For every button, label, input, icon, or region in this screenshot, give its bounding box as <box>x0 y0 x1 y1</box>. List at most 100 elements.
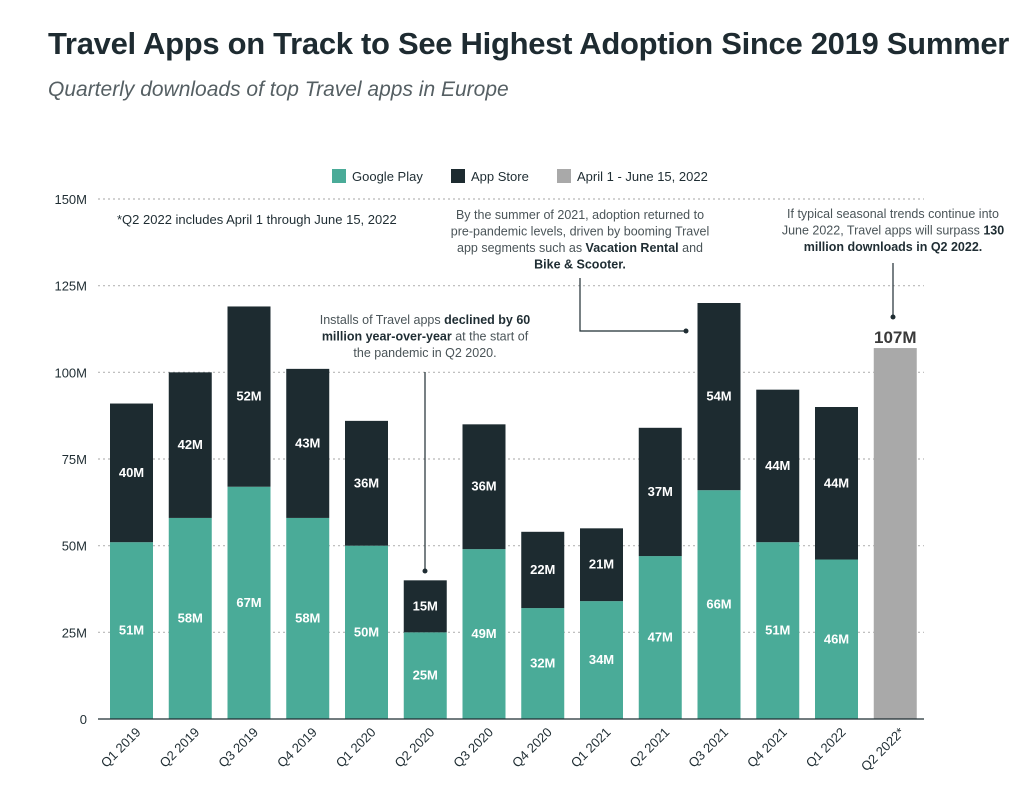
x-tick-label: Q2 2021 <box>626 725 672 771</box>
annotation-run: pre-pandemic levels, driven by booming T… <box>451 225 709 239</box>
data-label-google-play: 66M <box>706 597 731 612</box>
annotation-line: pre-pandemic levels, driven by booming T… <box>451 225 709 239</box>
footnote: *Q2 2022 includes April 1 through June 1… <box>117 212 397 227</box>
data-label-app-store: 15M <box>413 598 438 613</box>
data-label-app-store: 37M <box>648 484 673 499</box>
annotation-run: million year-over-year <box>322 330 452 344</box>
bar-google-play <box>403 632 447 719</box>
annotation-seasonal: If typical seasonal trends continue into… <box>782 207 1004 254</box>
bar-app-store <box>345 420 388 546</box>
data-label-google-play: 25M <box>413 668 438 683</box>
annotation-run: Installs of Travel apps <box>320 313 444 327</box>
data-label-app-store: 22M <box>530 562 555 577</box>
x-tick-label: Q4 2021 <box>744 725 790 771</box>
legend-label: April 1 - June 15, 2022 <box>577 169 708 184</box>
data-label-app-store: 54M <box>706 389 731 404</box>
annotation-line: app segments such as Vacation Rental and <box>457 241 703 255</box>
y-tick-label: 75M <box>62 452 87 467</box>
data-label-app-store: 44M <box>765 458 790 473</box>
legend-swatch <box>451 169 465 183</box>
bar-google-play <box>697 490 741 719</box>
annotation-run: app segments such as <box>457 241 586 255</box>
data-label-app-store: 43M <box>295 435 320 450</box>
bar-app-store <box>286 368 330 518</box>
bar-app-store <box>227 306 271 487</box>
annotation-run: at the start of <box>452 330 529 344</box>
bar-app-store <box>462 424 506 550</box>
data-label-google-play: 51M <box>765 623 790 638</box>
data-label-app-store: 52M <box>236 389 261 404</box>
annotation-run: By the summer of 2021, adoption returned… <box>456 208 704 222</box>
x-tick-label: Q3 2019 <box>215 725 261 771</box>
data-label-google-play: 50M <box>354 624 379 639</box>
bar-google-play <box>345 545 388 719</box>
annotation-line: By the summer of 2021, adoption returned… <box>456 208 704 222</box>
annotation-line: Bike & Scooter. <box>534 258 626 272</box>
legend-swatch <box>332 169 346 183</box>
x-tick-label: Q1 2019 <box>98 725 144 771</box>
x-tick-label: Q4 2020 <box>509 725 555 771</box>
bar-google-play <box>756 542 800 719</box>
data-label-google-play: 46M <box>824 631 849 646</box>
bar-app-store <box>168 372 212 518</box>
bar-google-play <box>580 601 623 719</box>
y-tick-label: 125M <box>54 279 87 294</box>
bar-app-store <box>580 528 623 602</box>
bars: 51M 40M 58M 42M 67M 52M 58M 43M 50M 36M 25M 15M 49M 3… <box>110 303 917 719</box>
data-label-app-store: 36M <box>471 479 496 494</box>
legend-swatch <box>557 169 571 183</box>
annotation-dot-decline <box>422 568 428 574</box>
legend: Google Play App Store April 1 - June 15, 2… <box>332 169 708 184</box>
bar-google-play <box>110 542 153 719</box>
y-tick-label: 150M <box>54 192 87 207</box>
x-tick-label: Q1 2020 <box>333 725 379 771</box>
data-label-google-play: 32M <box>530 656 555 671</box>
annotation-run: and <box>679 241 703 255</box>
annotation-dot-seasonal <box>890 314 896 320</box>
bar-google-play <box>168 517 212 719</box>
bar-app-store <box>521 531 565 609</box>
annotations: Installs of Travel apps declined by 60 mi… <box>320 207 1004 574</box>
annotation-line-summer <box>579 278 686 332</box>
bar-app-store <box>403 580 447 633</box>
data-label-app-store: 42M <box>178 437 203 452</box>
annotation-line: million downloads in Q2 2022. <box>804 240 983 254</box>
annotation-line: If typical seasonal trends continue into <box>787 207 999 221</box>
annotation-line: June 2022, Travel apps will surpass 130 <box>782 224 1004 238</box>
bar-projection <box>873 348 917 719</box>
data-label-google-play: 58M <box>295 610 320 625</box>
annotation-run: If typical seasonal trends continue into <box>787 207 999 221</box>
chart-subtitle: Quarterly downloads of top Travel apps i… <box>48 78 509 101</box>
annotation-line: the pandemic in Q2 2020. <box>353 346 496 360</box>
annotation-summer-2021: By the summer of 2021, adoption returned… <box>451 208 709 272</box>
y-tick-label: 100M <box>54 365 87 380</box>
annotation-run: June 2022, Travel apps will surpass <box>782 224 984 238</box>
data-label-projection: 107M <box>874 328 917 347</box>
bar-google-play <box>227 486 271 719</box>
x-tick-label: Q2 2020 <box>391 725 437 771</box>
y-tick-label: 25M <box>62 625 87 640</box>
annotation-run: the pandemic in Q2 2020. <box>353 346 496 360</box>
annotation-run: 130 <box>983 224 1004 238</box>
annotation-dot-summer <box>683 328 689 334</box>
bar-google-play <box>286 517 330 719</box>
legend-label: Google Play <box>352 169 423 184</box>
bar-app-store <box>110 403 153 543</box>
y-tick-label: 0 <box>80 712 87 727</box>
bar-google-play <box>462 549 506 719</box>
data-label-app-store: 44M <box>824 475 849 490</box>
data-label-app-store: 36M <box>354 475 379 490</box>
data-label-google-play: 67M <box>236 595 261 610</box>
annotation-run: Vacation Rental <box>586 241 679 255</box>
x-tick-label: Q3 2020 <box>450 725 496 771</box>
bar-google-play <box>815 559 858 719</box>
annotation-decline: Installs of Travel apps declined by 60 mi… <box>320 313 531 360</box>
x-tick-label: Q2 2022* <box>858 725 907 774</box>
y-tick-label: 50M <box>62 539 87 554</box>
legend-label: App Store <box>471 169 529 184</box>
annotation-run: declined by 60 <box>444 313 530 327</box>
x-tick-label: Q2 2019 <box>156 725 202 771</box>
annotation-run: million downloads in Q2 2022. <box>804 240 983 254</box>
x-tick-label: Q1 2021 <box>568 725 614 771</box>
